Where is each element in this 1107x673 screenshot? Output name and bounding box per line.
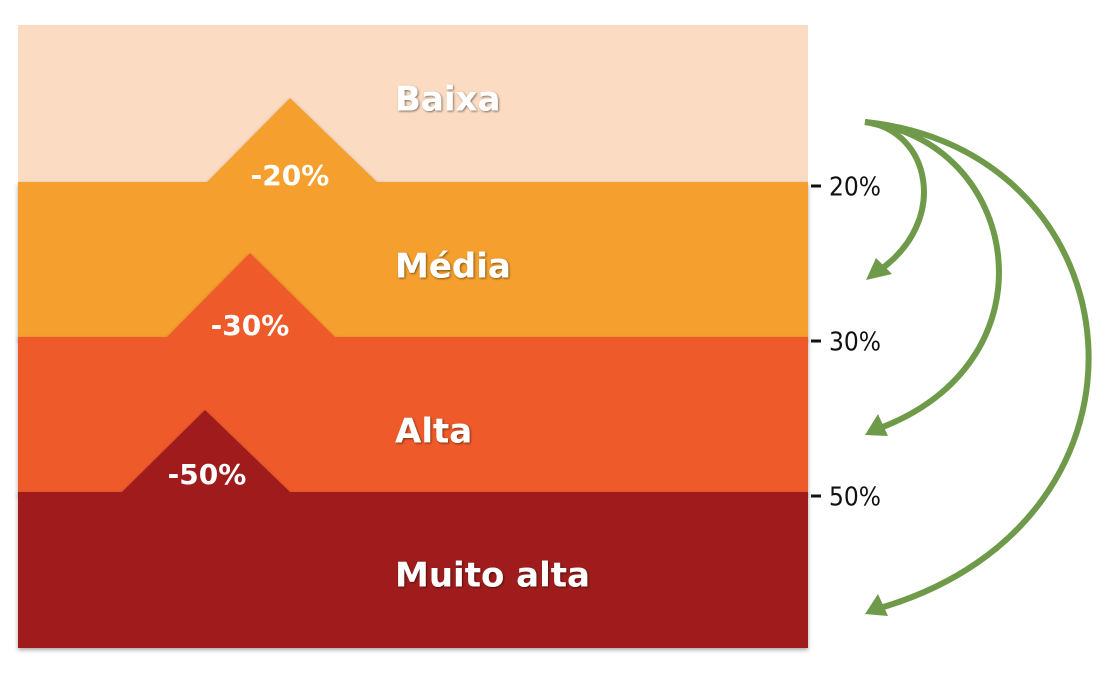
- band-label: Muito alta: [395, 556, 590, 596]
- reduction-label: -20%: [251, 159, 330, 192]
- threshold-label: 20%: [829, 173, 881, 203]
- band-label: Alta: [395, 412, 472, 452]
- band-label: Média: [395, 247, 511, 287]
- band-very-high: [18, 410, 808, 648]
- band-medium: [18, 98, 808, 340]
- threshold-label: 30%: [829, 328, 881, 358]
- arrows: [864, 119, 1092, 616]
- threshold-label: 50%: [829, 483, 881, 513]
- reduction-label: -30%: [211, 309, 290, 342]
- reduction-label: -50%: [168, 458, 247, 491]
- band-low: [18, 25, 808, 185]
- band-label: Baixa: [395, 80, 500, 120]
